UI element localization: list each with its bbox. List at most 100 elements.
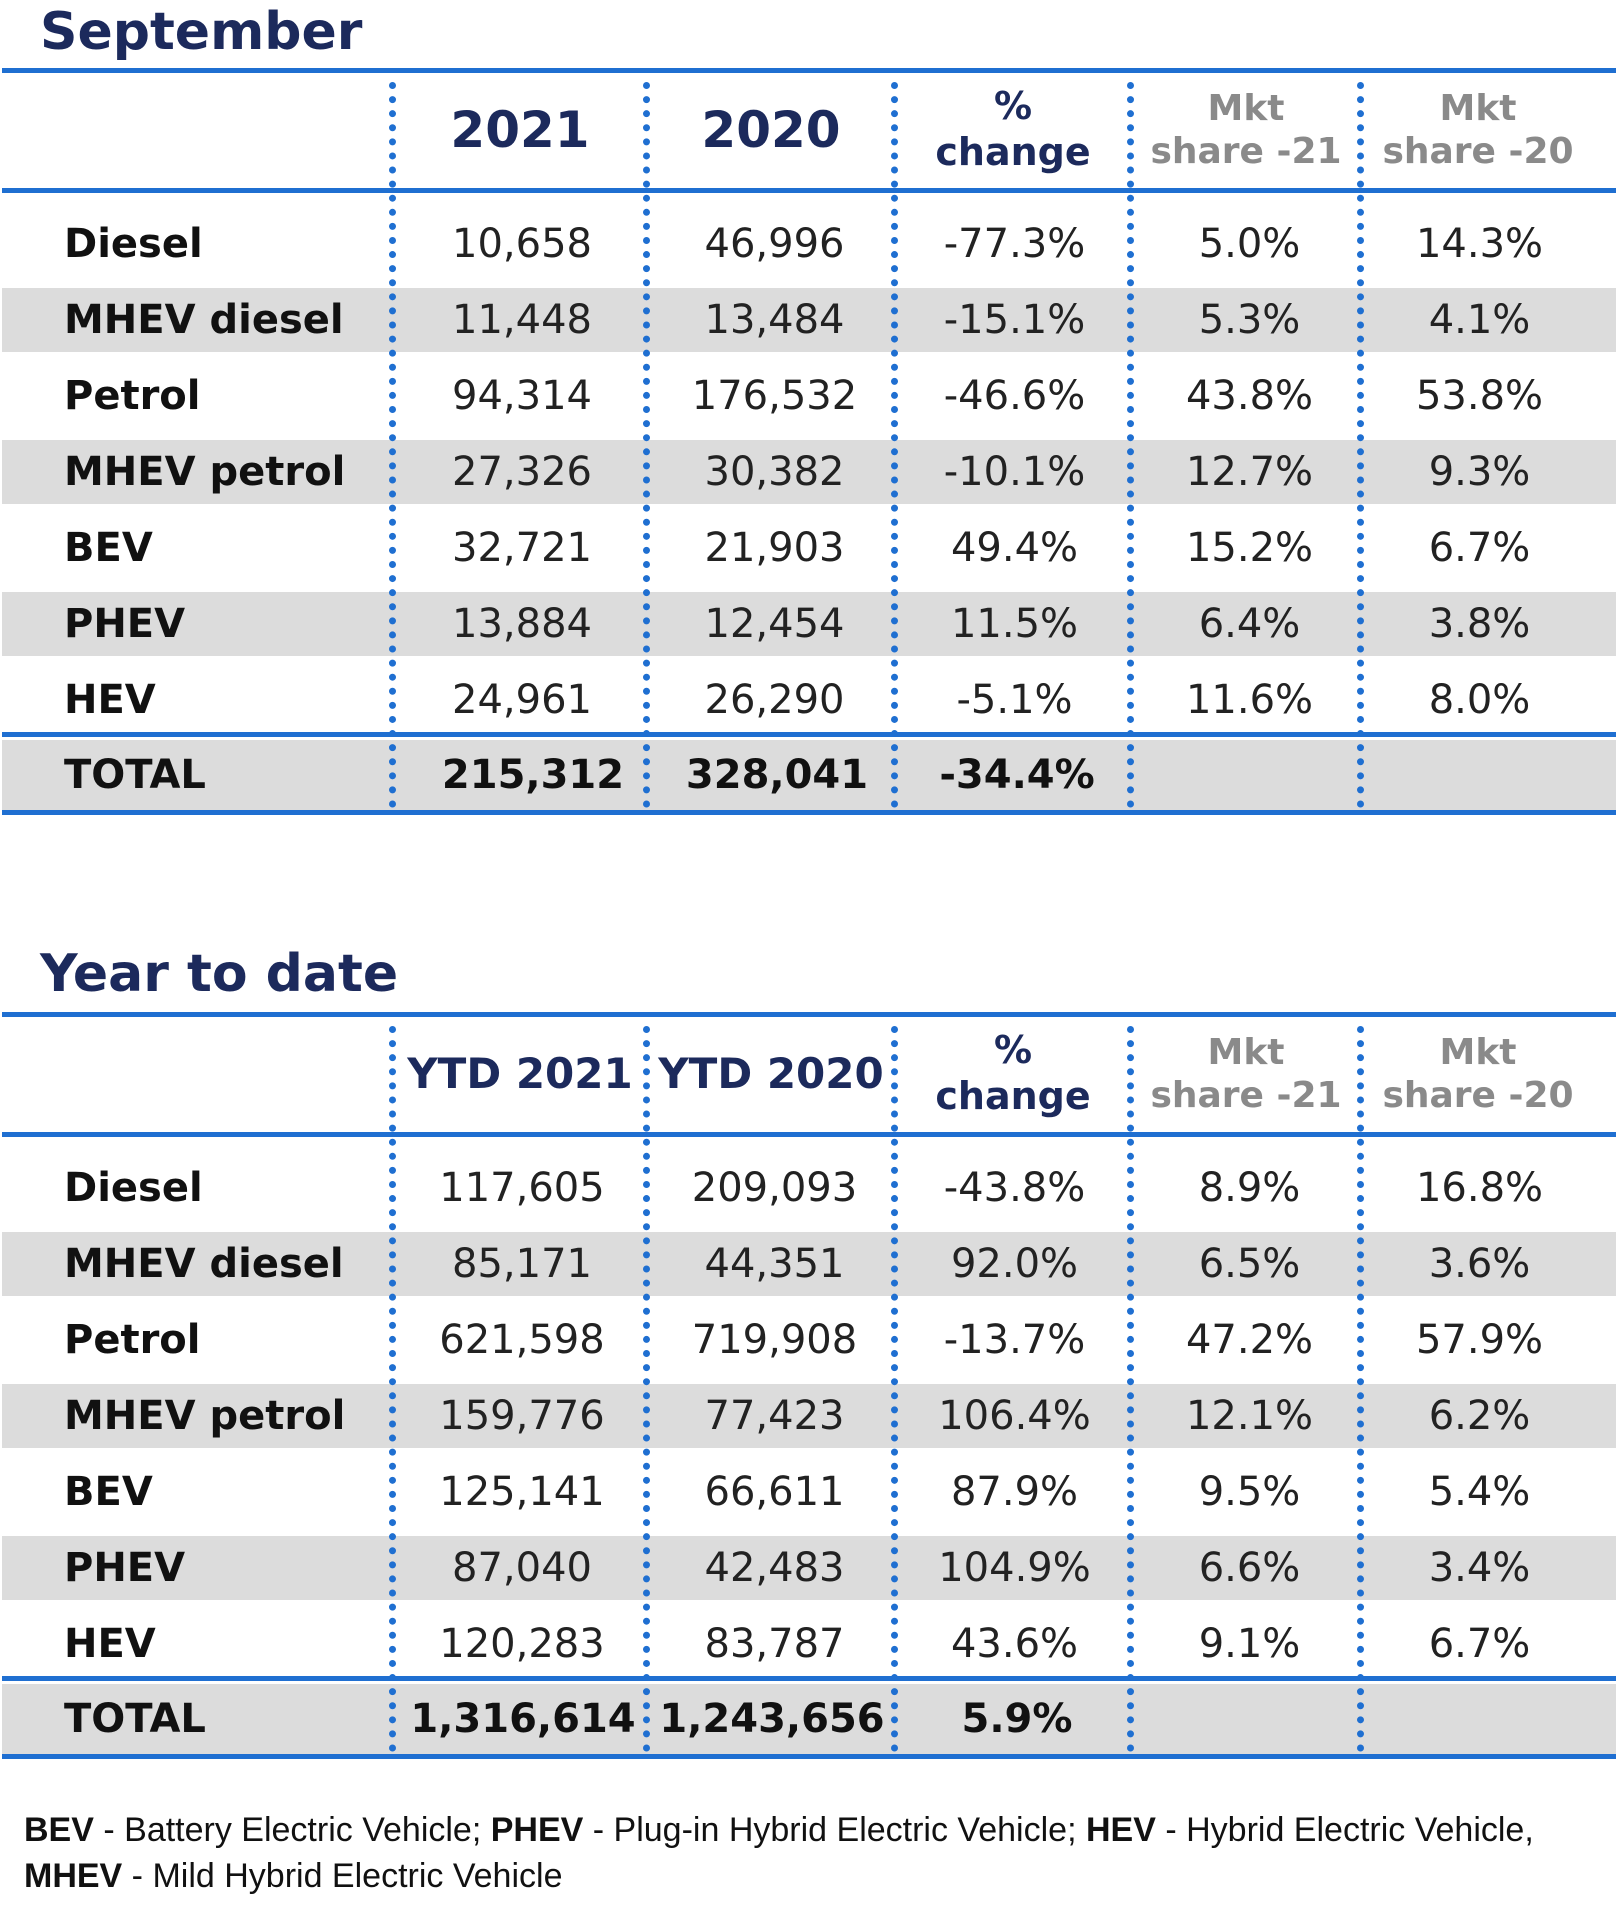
- cell-mkt-share-20: 53.8%: [1415, 373, 1544, 419]
- cell-pct-change: -43.8%: [943, 1165, 1086, 1211]
- cell-pct-change: 43.6%: [950, 1621, 1079, 1667]
- row-label: Diesel: [64, 1165, 203, 1211]
- header-bottom-rule: [2, 188, 1616, 193]
- cell-col1: 11,448: [452, 297, 592, 343]
- cell-col2: 26,290: [704, 677, 845, 723]
- legend-line-2: MHEV - Mild Hybrid Electric Vehicle: [24, 1854, 1594, 1900]
- table-row: HEV 120,283 83,787 43.6% 9.1% 6.7%: [2, 1612, 1616, 1676]
- cell-mkt-share-21: 12.7%: [1185, 449, 1314, 495]
- cell-col2: 83,787: [704, 1621, 845, 1667]
- column-divider: [643, 82, 650, 808]
- cell-col2: 719,908: [691, 1317, 858, 1363]
- row-label: Petrol: [64, 373, 201, 419]
- cell-pct-change: 11.5%: [950, 601, 1079, 647]
- header-top-rule: [2, 68, 1616, 73]
- row-label: PHEV: [64, 1545, 186, 1591]
- table-row: MHEV petrol 27,326 30,382 -10.1% 12.7% 9.3%: [2, 440, 1616, 504]
- cell-mkt-share-21: 8.9%: [1198, 1165, 1301, 1211]
- cell-mkt-share-20: 5.4%: [1428, 1469, 1531, 1515]
- row-label: MHEV petrol: [64, 449, 346, 495]
- section-title: Year to date: [40, 944, 399, 1004]
- header-mkt21-line2: share -21: [1150, 131, 1342, 172]
- cell-col2: 12,454: [704, 601, 845, 647]
- cell-col1: 32,721: [452, 525, 592, 571]
- cell-mkt-share-21: 11.6%: [1185, 677, 1314, 723]
- section-title: September: [40, 2, 363, 62]
- total-row: TOTAL 1,316,614 1,243,656 5.9%: [2, 1684, 1616, 1754]
- header-pct-line2: change: [935, 1074, 1091, 1118]
- row-label: PHEV: [64, 601, 186, 647]
- cell-col2: 77,423: [704, 1393, 845, 1439]
- total-col1: 1,316,614: [410, 1696, 636, 1742]
- cell-mkt-share-21: 12.1%: [1185, 1393, 1314, 1439]
- header-pct-change: % change: [896, 1018, 1130, 1130]
- table-row: BEV 32,721 21,903 49.4% 15.2% 6.7%: [2, 516, 1616, 580]
- cell-col1: 24,961: [452, 677, 592, 723]
- header-bottom-rule: [2, 1132, 1616, 1137]
- cell-col2: 30,382: [704, 449, 845, 495]
- cell-pct-change: -5.1%: [956, 677, 1073, 723]
- cell-pct-change: 49.4%: [950, 525, 1079, 571]
- cell-col1: 125,141: [439, 1469, 605, 1515]
- cell-mkt-share-21: 15.2%: [1185, 525, 1314, 571]
- total-col2: 328,041: [685, 752, 869, 798]
- table-row: Diesel 10,658 46,996 -77.3% 5.0% 14.3%: [2, 212, 1616, 276]
- column-divider: [1127, 1026, 1134, 1752]
- cell-mkt-share-20: 6.7%: [1428, 1621, 1531, 1667]
- legend-abbr: BEV: [24, 1811, 94, 1849]
- cell-pct-change: -15.1%: [943, 297, 1086, 343]
- cell-pct-change: -13.7%: [943, 1317, 1086, 1363]
- legend-text: - Plug-in Hybrid Electric Vehicle;: [583, 1811, 1086, 1849]
- legend-text: - Mild Hybrid Electric Vehicle: [122, 1856, 563, 1895]
- total-top-rule: [2, 1676, 1616, 1681]
- column-divider: [389, 82, 396, 808]
- column-divider: [643, 1026, 650, 1752]
- total-label: TOTAL: [64, 1696, 206, 1742]
- legend-abbr: MHEV: [24, 1856, 123, 1895]
- cell-col1: 10,658: [452, 221, 592, 267]
- row-label: Petrol: [64, 1317, 201, 1363]
- header-mkt20-line2: share -20: [1382, 1075, 1574, 1116]
- cell-mkt-share-20: 16.8%: [1415, 1165, 1544, 1211]
- cell-mkt-share-21: 5.3%: [1198, 297, 1301, 343]
- cell-pct-change: 106.4%: [938, 1393, 1091, 1439]
- header-pct-line1: %: [993, 1028, 1033, 1073]
- header-pct-line2: change: [935, 130, 1091, 174]
- table-row: Diesel 117,605 209,093 -43.8% 8.9% 16.8%: [2, 1156, 1616, 1220]
- cell-col1: 94,314: [452, 373, 592, 419]
- header-mkt21-line1: Mkt: [1207, 1031, 1285, 1073]
- cell-col1: 120,283: [439, 1621, 605, 1667]
- column-divider: [1357, 82, 1364, 808]
- header-mkt20-line1: Mkt: [1439, 1031, 1517, 1073]
- row-label: Diesel: [64, 221, 203, 267]
- total-col2: 1,243,656: [659, 1696, 885, 1742]
- row-label: MHEV diesel: [64, 1241, 344, 1287]
- row-label: MHEV diesel: [64, 297, 344, 343]
- header-col2: 2020: [701, 101, 841, 159]
- header-col1: 2021: [450, 101, 590, 159]
- row-label: MHEV petrol: [64, 1393, 346, 1439]
- cell-mkt-share-20: 57.9%: [1415, 1317, 1544, 1363]
- cell-col1: 621,598: [439, 1317, 605, 1363]
- row-label: HEV: [64, 1621, 156, 1667]
- total-bottom-rule: [2, 1754, 1616, 1759]
- header-mkt-share-20: Mkt share -20: [1362, 1018, 1594, 1130]
- legend-text: - Battery Electric Vehicle;: [93, 1811, 491, 1849]
- column-divider: [1357, 1026, 1364, 1752]
- cell-mkt-share-21: 9.1%: [1198, 1621, 1301, 1667]
- cell-mkt-share-20: 3.8%: [1428, 601, 1531, 647]
- table-row: BEV 125,141 66,611 87.9% 9.5% 5.4%: [2, 1460, 1616, 1524]
- row-label: BEV: [64, 525, 153, 571]
- column-divider: [891, 82, 898, 808]
- cell-pct-change: -77.3%: [943, 221, 1086, 267]
- header-mkt-share-21: Mkt share -21: [1132, 74, 1360, 186]
- total-pct: -34.4%: [939, 752, 1095, 798]
- header-col2: YTD 2020: [658, 1048, 884, 1098]
- cell-mkt-share-20: 6.7%: [1428, 525, 1531, 571]
- header-mkt21-line2: share -21: [1150, 1075, 1342, 1116]
- cell-col1: 117,605: [439, 1165, 605, 1211]
- cell-col2: 44,351: [704, 1241, 845, 1287]
- header-pct-change: % change: [896, 74, 1130, 186]
- table-row: Petrol 621,598 719,908 -13.7% 47.2% 57.9%: [2, 1308, 1616, 1372]
- row-label: BEV: [64, 1469, 153, 1515]
